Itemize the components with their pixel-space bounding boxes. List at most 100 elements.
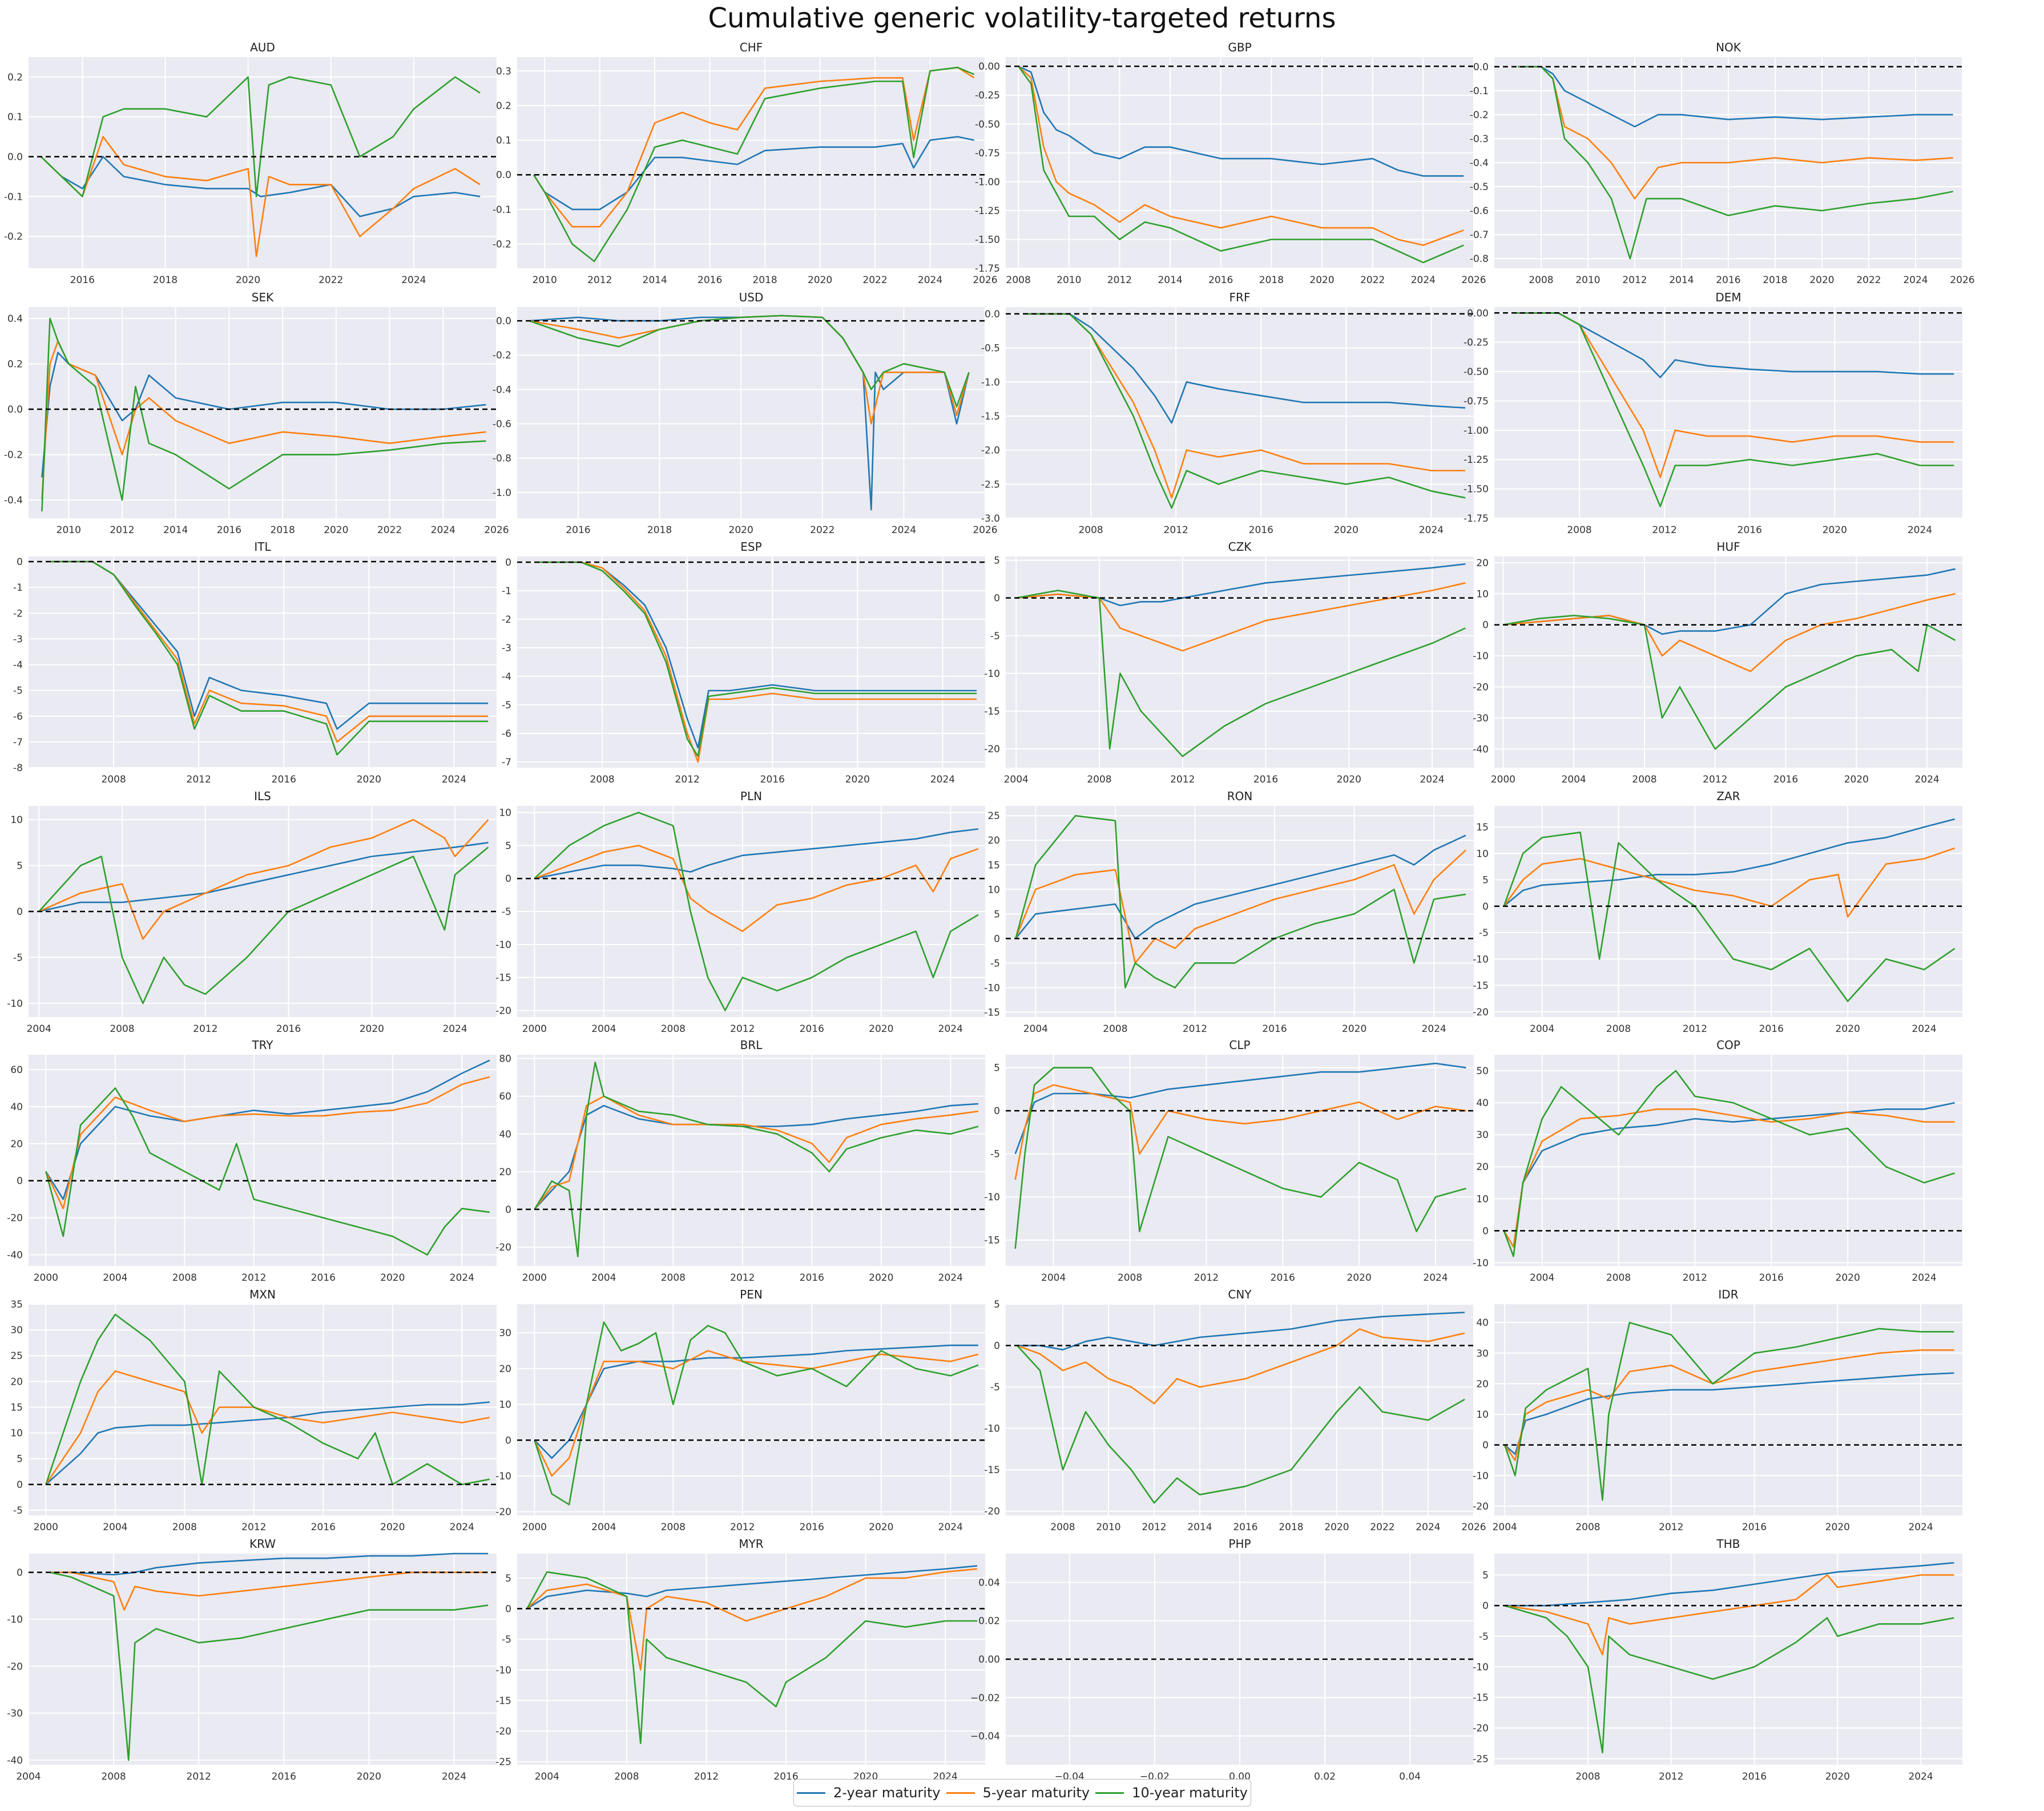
y-tick-label: -20 — [495, 1726, 511, 1737]
y-tick-label: -5 — [1479, 1631, 1489, 1643]
series-line-2y-gbp — [1018, 66, 1464, 177]
y-tick-label: 0 — [1482, 620, 1489, 631]
x-tick-label: 2020 — [1809, 275, 1834, 286]
y-tick-label: 0.0 — [7, 404, 23, 416]
y-tick-label: -5 — [990, 631, 1000, 642]
series-line-5y-krw — [50, 1571, 489, 1611]
x-tick-label: 2016 — [1742, 1771, 1767, 1782]
y-tick-label: -5 — [502, 1634, 511, 1645]
plot-area-try — [29, 1055, 497, 1266]
x-tick-label: 2024 — [442, 1771, 466, 1782]
x-tick-label: 2018 — [647, 525, 672, 536]
y-tick-label: 10 — [1476, 1193, 1489, 1205]
y-tick-label: 5 — [505, 1573, 511, 1584]
figure-title: Cumulative generic volatility-targeted r… — [708, 2, 1336, 34]
y-tick-label: 0.2 — [7, 358, 23, 370]
x-tick-label: 2016 — [1773, 774, 1798, 785]
x-tick-label: 2008 — [1632, 774, 1656, 785]
y-tick-label: -5 — [13, 1505, 23, 1516]
subplot-title-esp: ESP — [740, 540, 761, 554]
x-tick-label: 2008 — [590, 774, 614, 785]
x-tick-label: 2016 — [800, 1023, 824, 1035]
x-tick-label: 2012 — [187, 1771, 211, 1782]
x-tick-label: 2024 — [1419, 525, 1444, 536]
plot-area-sek — [29, 307, 497, 518]
y-tick-label: 10 — [987, 884, 1000, 896]
subplot-title-pln: PLN — [740, 789, 762, 803]
subplot-itl: -8 -7 -6 -5 -4 -3 -2 -1 0 2008 2012 2016 2020 2024 ITL — [13, 540, 497, 785]
x-tick-label: 2016 — [272, 1771, 296, 1782]
y-tick-label: 5 — [17, 1454, 23, 1465]
x-tick-label: 2026 — [973, 275, 997, 286]
x-tick-label: 0.02 — [1314, 1771, 1336, 1782]
series-line-2y-itl — [50, 560, 489, 730]
y-tick-label: 25 — [10, 1350, 23, 1362]
x-tick-label: 2012 — [1683, 1023, 1707, 1035]
subplot-aud: -0.2 -0.1 0.0 0.1 0.2 2016 2018 2020 2022 2024 AUD — [4, 41, 497, 286]
x-tick-label: 2024 — [401, 275, 426, 286]
series-line-5y-nok — [1518, 66, 1953, 200]
y-tick-label: -20 — [495, 1507, 511, 1518]
series-line-5y-pen — [534, 1350, 979, 1477]
x-tick-label: 2012 — [1142, 1522, 1166, 1533]
subplot-title-cop: COP — [1716, 1038, 1740, 1052]
series-line-2y-aud — [40, 156, 481, 217]
series-line-2y-chf — [533, 136, 974, 211]
y-tick-label: -40 — [1473, 744, 1489, 755]
plot-area-krw — [29, 1554, 497, 1765]
x-tick-label: 2016 — [1262, 1023, 1287, 1035]
subplot-title-itl: ITL — [254, 540, 271, 554]
x-tick-label: 2012 — [1659, 1522, 1683, 1533]
x-tick-label: 2018 — [752, 275, 777, 286]
y-tick-label: -0.7 — [1470, 229, 1489, 241]
x-tick-label: 2024 — [930, 774, 955, 785]
x-tick-label: 2012 — [187, 774, 211, 785]
y-tick-label: -5 — [13, 952, 23, 963]
subplot-title-frf: FRF — [1229, 291, 1251, 304]
series-line-10y-esp — [538, 561, 977, 757]
subplot-title-chf: CHF — [740, 41, 763, 54]
plot-area-aud — [29, 57, 497, 268]
series-line-2y-myr — [526, 1565, 978, 1610]
series-line-10y-try — [45, 1087, 490, 1256]
y-tick-label: 40 — [499, 1129, 511, 1140]
y-tick-label: 0.00 — [978, 1654, 1000, 1665]
series-line-10y-usd — [529, 314, 970, 408]
y-tick-label: 0 — [1482, 901, 1489, 913]
y-tick-label: 30 — [499, 1328, 511, 1339]
subplot-krw: -40 -30 -20 -10 0 2004 2008 2012 2016 2020 2024 KRW — [7, 1537, 497, 1782]
y-tick-label: 5 — [994, 1299, 1000, 1310]
y-tick-label: 0.2 — [7, 72, 23, 83]
y-tick-label: -5 — [990, 1149, 1000, 1160]
y-tick-label: -20 — [984, 1506, 1000, 1518]
x-tick-label: 2020 — [1825, 1771, 1850, 1782]
y-tick-label: 0.02 — [978, 1616, 1000, 1627]
x-tick-label: 2024 — [1903, 275, 1928, 286]
y-tick-label: 15 — [987, 860, 1000, 871]
y-tick-label: 0 — [505, 1204, 511, 1216]
y-tick-label: -6 — [502, 728, 511, 740]
x-tick-label: 2022 — [810, 525, 834, 536]
x-tick-label: 2000 — [522, 1522, 547, 1533]
x-tick-label: 2016 — [800, 1272, 824, 1284]
x-tick-label: 2024 — [450, 1272, 474, 1284]
y-tick-label: -30 — [1473, 713, 1489, 724]
series-line-10y-czk — [1015, 590, 1466, 757]
x-tick-label: 2024 — [1908, 1771, 1933, 1782]
x-tick-label: 2020 — [1324, 1522, 1349, 1533]
y-tick-label: -2 — [13, 608, 23, 619]
series-line-5y-huf — [1503, 593, 1956, 672]
y-tick-label: 0 — [1482, 1440, 1489, 1451]
x-tick-label: 2016 — [217, 525, 241, 536]
y-tick-label: 0.00 — [1467, 308, 1489, 319]
series-line-5y-esp — [538, 561, 977, 763]
y-tick-label: -1 — [502, 586, 511, 597]
x-tick-label: 2000 — [34, 1272, 58, 1284]
subplot-pen: -20 -10 0 10 20 30 2000 2004 2008 2012 2016 2020 202… — [495, 1288, 985, 1533]
series-line-2y-dem — [1515, 312, 1954, 378]
y-tick-label: 5 — [505, 840, 511, 852]
subplot-ron: -15 -10 -5 0 5 10 15 20 25 2004 2008 2012 2016 2020 20… — [984, 789, 1474, 1035]
series-line-10y-pen — [534, 1321, 979, 1506]
series-line-10y-mxn — [45, 1313, 490, 1486]
y-tick-label: 80 — [499, 1054, 511, 1065]
